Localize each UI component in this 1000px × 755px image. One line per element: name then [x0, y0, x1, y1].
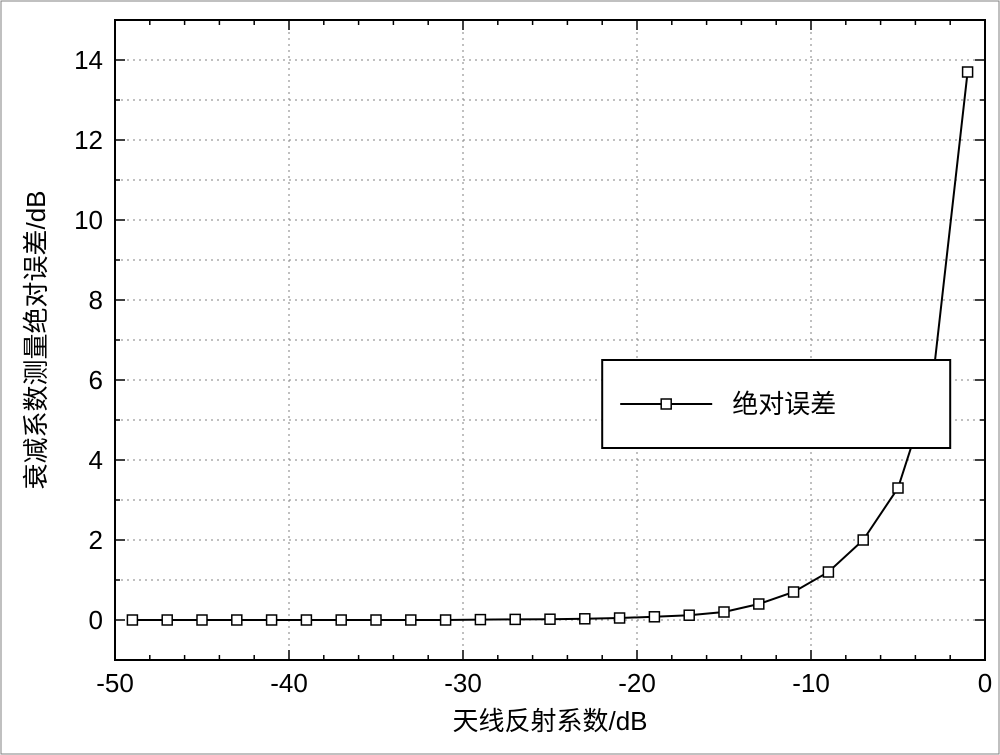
series-marker-absolute-error	[162, 615, 172, 625]
x-tick-label: -40	[270, 668, 308, 698]
series-marker-absolute-error	[127, 615, 137, 625]
series-marker-absolute-error	[545, 614, 555, 624]
chart-container: -50 -40 -30 -20 -10 0 0 2 4 6 8 10 12 14 天线反射系数/dB 衰减系数…	[0, 0, 1000, 755]
legend-marker	[661, 399, 671, 409]
series-marker-absolute-error	[615, 613, 625, 623]
x-tick-label: -20	[618, 668, 656, 698]
x-tick-label: 0	[978, 668, 992, 698]
x-tick-label: -30	[444, 668, 482, 698]
chart-svg: -50 -40 -30 -20 -10 0 0 2 4 6 8 10 12 14 天线反射系数/dB 衰减系数…	[0, 0, 1000, 755]
y-tick-label: 0	[89, 605, 103, 635]
series-marker-absolute-error	[823, 567, 833, 577]
series-marker-absolute-error	[893, 483, 903, 493]
x-tick-label: -10	[792, 668, 830, 698]
y-tick-label: 4	[89, 445, 103, 475]
y-tick-label: 12	[74, 125, 103, 155]
series-marker-absolute-error	[475, 615, 485, 625]
series-marker-absolute-error	[441, 615, 451, 625]
legend-label: 绝对误差	[732, 389, 836, 419]
y-tick-label: 6	[89, 365, 103, 395]
series-marker-absolute-error	[336, 615, 346, 625]
series-marker-absolute-error	[684, 610, 694, 620]
y-tick-label: 10	[74, 205, 103, 235]
y-axis-label: 衰减系数测量绝对误差/dB	[21, 190, 51, 489]
series-marker-absolute-error	[649, 612, 659, 622]
x-tick-label: -50	[96, 668, 134, 698]
series-marker-absolute-error	[197, 615, 207, 625]
series-marker-absolute-error	[580, 614, 590, 624]
y-tick-label: 2	[89, 525, 103, 555]
series-marker-absolute-error	[719, 607, 729, 617]
legend: 绝对误差	[602, 360, 950, 448]
y-tick-label: 8	[89, 285, 103, 315]
series-marker-absolute-error	[858, 535, 868, 545]
series-marker-absolute-error	[371, 615, 381, 625]
y-tick-label: 14	[74, 45, 103, 75]
x-axis-label: 天线反射系数/dB	[452, 706, 647, 736]
series-marker-absolute-error	[510, 614, 520, 624]
series-marker-absolute-error	[406, 615, 416, 625]
series-marker-absolute-error	[963, 67, 973, 77]
series-marker-absolute-error	[789, 587, 799, 597]
series-marker-absolute-error	[301, 615, 311, 625]
series-marker-absolute-error	[267, 615, 277, 625]
series-marker-absolute-error	[232, 615, 242, 625]
series-marker-absolute-error	[754, 599, 764, 609]
